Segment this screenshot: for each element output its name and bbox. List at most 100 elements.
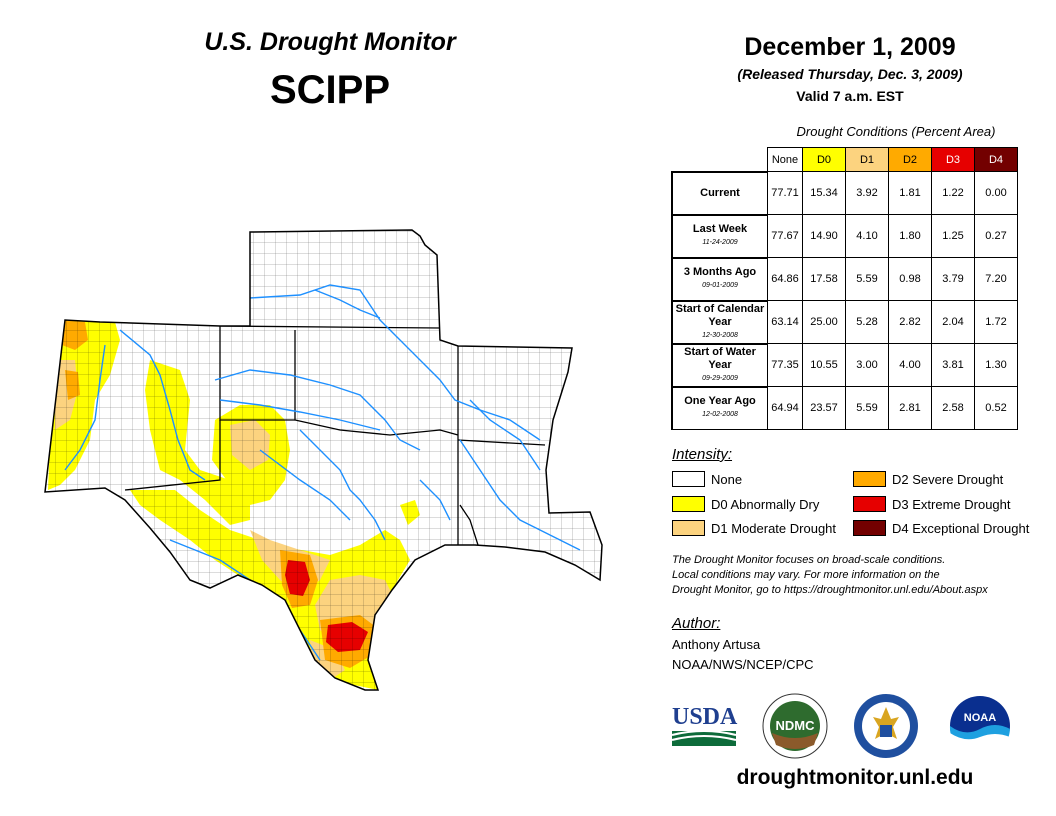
legend-swatch [672, 496, 705, 512]
valid-date: December 1, 2009 [744, 33, 956, 61]
legend-swatch [853, 496, 886, 512]
table-cell: 63.14 [767, 300, 803, 344]
note-line: Drought Monitor, go to https://droughtmo… [672, 584, 988, 596]
table-cell: 23.57 [802, 386, 846, 430]
map-region-title: SCIPP [269, 68, 391, 112]
usda-logo-text: USDA [672, 704, 738, 730]
table-cell: 2.04 [931, 300, 975, 344]
legend-item-d2: D2 Severe Drought [853, 471, 1003, 487]
table-cell: 3.79 [931, 257, 975, 301]
legend-swatch [853, 520, 886, 536]
table-cell: 17.58 [802, 257, 846, 301]
table-row: Last Week 11-24-2009 77.67 14.90 4.10 1.8… [671, 213, 1018, 258]
table-cell: 77.67 [767, 214, 803, 258]
disclaimer-note: The Drought Monitor focuses on broad-sca… [672, 553, 1042, 598]
legend-label: D3 Extreme Drought [892, 496, 1011, 512]
conditions-table-title: Drought Conditions (Percent Area) [796, 124, 996, 139]
drought-conditions-table: None D0 D1 D2 D3 D4 Current 77.71 15.34 … [671, 147, 1018, 430]
table-header-row: None D0 D1 D2 D3 D4 [672, 147, 1018, 172]
table-cell: 0.52 [974, 386, 1018, 430]
table-cell: 0.98 [888, 257, 932, 301]
row-label: Start of Calendar Year 12-30-2008 [671, 299, 768, 344]
table-cell: 1.25 [931, 214, 975, 258]
table-cell: 3.92 [845, 171, 889, 215]
legend-label: D0 Abnormally Dry [711, 496, 820, 512]
legend-item-d3: D3 Extreme Drought [853, 496, 1011, 512]
legend-item-none: None [672, 471, 742, 487]
table-cell: 64.94 [767, 386, 803, 430]
legend-swatch [853, 471, 886, 487]
legend-label: D4 Exceptional Drought [892, 520, 1030, 536]
col-header-d2: D2 [888, 147, 932, 172]
row-label: One Year Ago 12-02-2008 [671, 385, 768, 430]
table-row: One Year Ago 12-02-2008 64.94 23.57 5.59 … [671, 385, 1018, 430]
table-cell: 2.81 [888, 386, 932, 430]
col-header-d1: D1 [845, 147, 889, 172]
valid-time: Valid 7 a.m. EST [796, 88, 904, 104]
table-cell: 77.35 [767, 343, 803, 387]
legend-item-d1: D1 Moderate Drought [672, 520, 836, 536]
table-row: Current 77.71 15.34 3.92 1.81 1.22 0.00 [671, 170, 1018, 215]
table-cell: 0.00 [974, 171, 1018, 215]
table-cell: 2.58 [931, 386, 975, 430]
legend-label: None [711, 471, 743, 487]
table-row: Start of Water Year 09-29-2009 77.35 10.5… [671, 342, 1018, 387]
county-boundaries [45, 230, 602, 690]
table-row: Start of Calendar Year 12-30-2008 63.14 2… [671, 299, 1018, 344]
col-header-d0: D0 [802, 147, 846, 172]
release-date: (Released Thursday, Dec. 3, 2009) [737, 66, 963, 82]
table-cell: 64.86 [767, 257, 803, 301]
noaa-logo: NOAA [948, 694, 1012, 759]
legend-swatch [672, 471, 705, 487]
table-cell: 77.71 [767, 171, 803, 215]
table-cell: 5.28 [845, 300, 889, 344]
author-name: Anthony Artusa [672, 637, 761, 652]
usda-logo: USDA [671, 704, 738, 746]
note-line: The Drought Monitor focuses on broad-sca… [672, 554, 946, 566]
table-cell: 5.59 [845, 386, 889, 430]
table-cell: 4.00 [888, 343, 932, 387]
drought-map [44, 229, 603, 691]
author-organization: NOAA/NWS/NCEP/CPC [672, 657, 814, 672]
website-link[interactable]: droughtmonitor.unl.edu [736, 766, 974, 789]
legend-item-d0: D0 Abnormally Dry [672, 496, 819, 512]
row-label: 3 Months Ago 09-01-2009 [671, 256, 768, 301]
legend-label: D1 Moderate Drought [711, 520, 837, 536]
author-heading: Author: [672, 615, 721, 632]
legend-item-d4: D4 Exceptional Drought [853, 520, 1029, 536]
table-cell: 10.55 [802, 343, 846, 387]
row-label: Current [671, 170, 768, 215]
legend-title: Intensity: [672, 446, 733, 463]
table-cell: 0.27 [974, 214, 1018, 258]
table-cell: 1.81 [888, 171, 932, 215]
table-corner [672, 147, 768, 172]
commerce-seal [854, 694, 918, 758]
col-header-d4: D4 [974, 147, 1018, 172]
table-cell: 3.00 [845, 343, 889, 387]
note-line: Local conditions may vary. For more info… [672, 569, 940, 581]
col-header-d3: D3 [931, 147, 975, 172]
row-label: Last Week 11-24-2009 [671, 213, 768, 258]
legend-swatch [672, 520, 705, 536]
state-boundaries [124, 325, 546, 546]
table-cell: 1.30 [974, 343, 1018, 387]
table-cell: 1.22 [931, 171, 975, 215]
col-header-none: None [767, 147, 803, 172]
map-title: U.S. Drought Monitor [204, 28, 456, 56]
table-cell: 1.80 [888, 214, 932, 258]
table-cell: 15.34 [802, 171, 846, 215]
table-cell: 14.90 [802, 214, 846, 258]
table-row: 3 Months Ago 09-01-2009 64.86 17.58 5.59 … [671, 256, 1018, 301]
table-cell: 4.10 [845, 214, 889, 258]
noaa-logo-text: NOAA [964, 712, 996, 724]
table-cell: 2.82 [888, 300, 932, 344]
row-label: Start of Water Year 09-29-2009 [671, 342, 768, 387]
ndmc-logo-text: NDMC [776, 718, 816, 733]
ndmc-logo: NDMC [762, 693, 828, 759]
table-cell: 25.00 [802, 300, 846, 344]
legend-label: D2 Severe Drought [892, 471, 1004, 487]
table-cell: 5.59 [845, 257, 889, 301]
table-cell: 1.72 [974, 300, 1018, 344]
table-cell: 3.81 [931, 343, 975, 387]
table-cell: 7.20 [974, 257, 1018, 301]
